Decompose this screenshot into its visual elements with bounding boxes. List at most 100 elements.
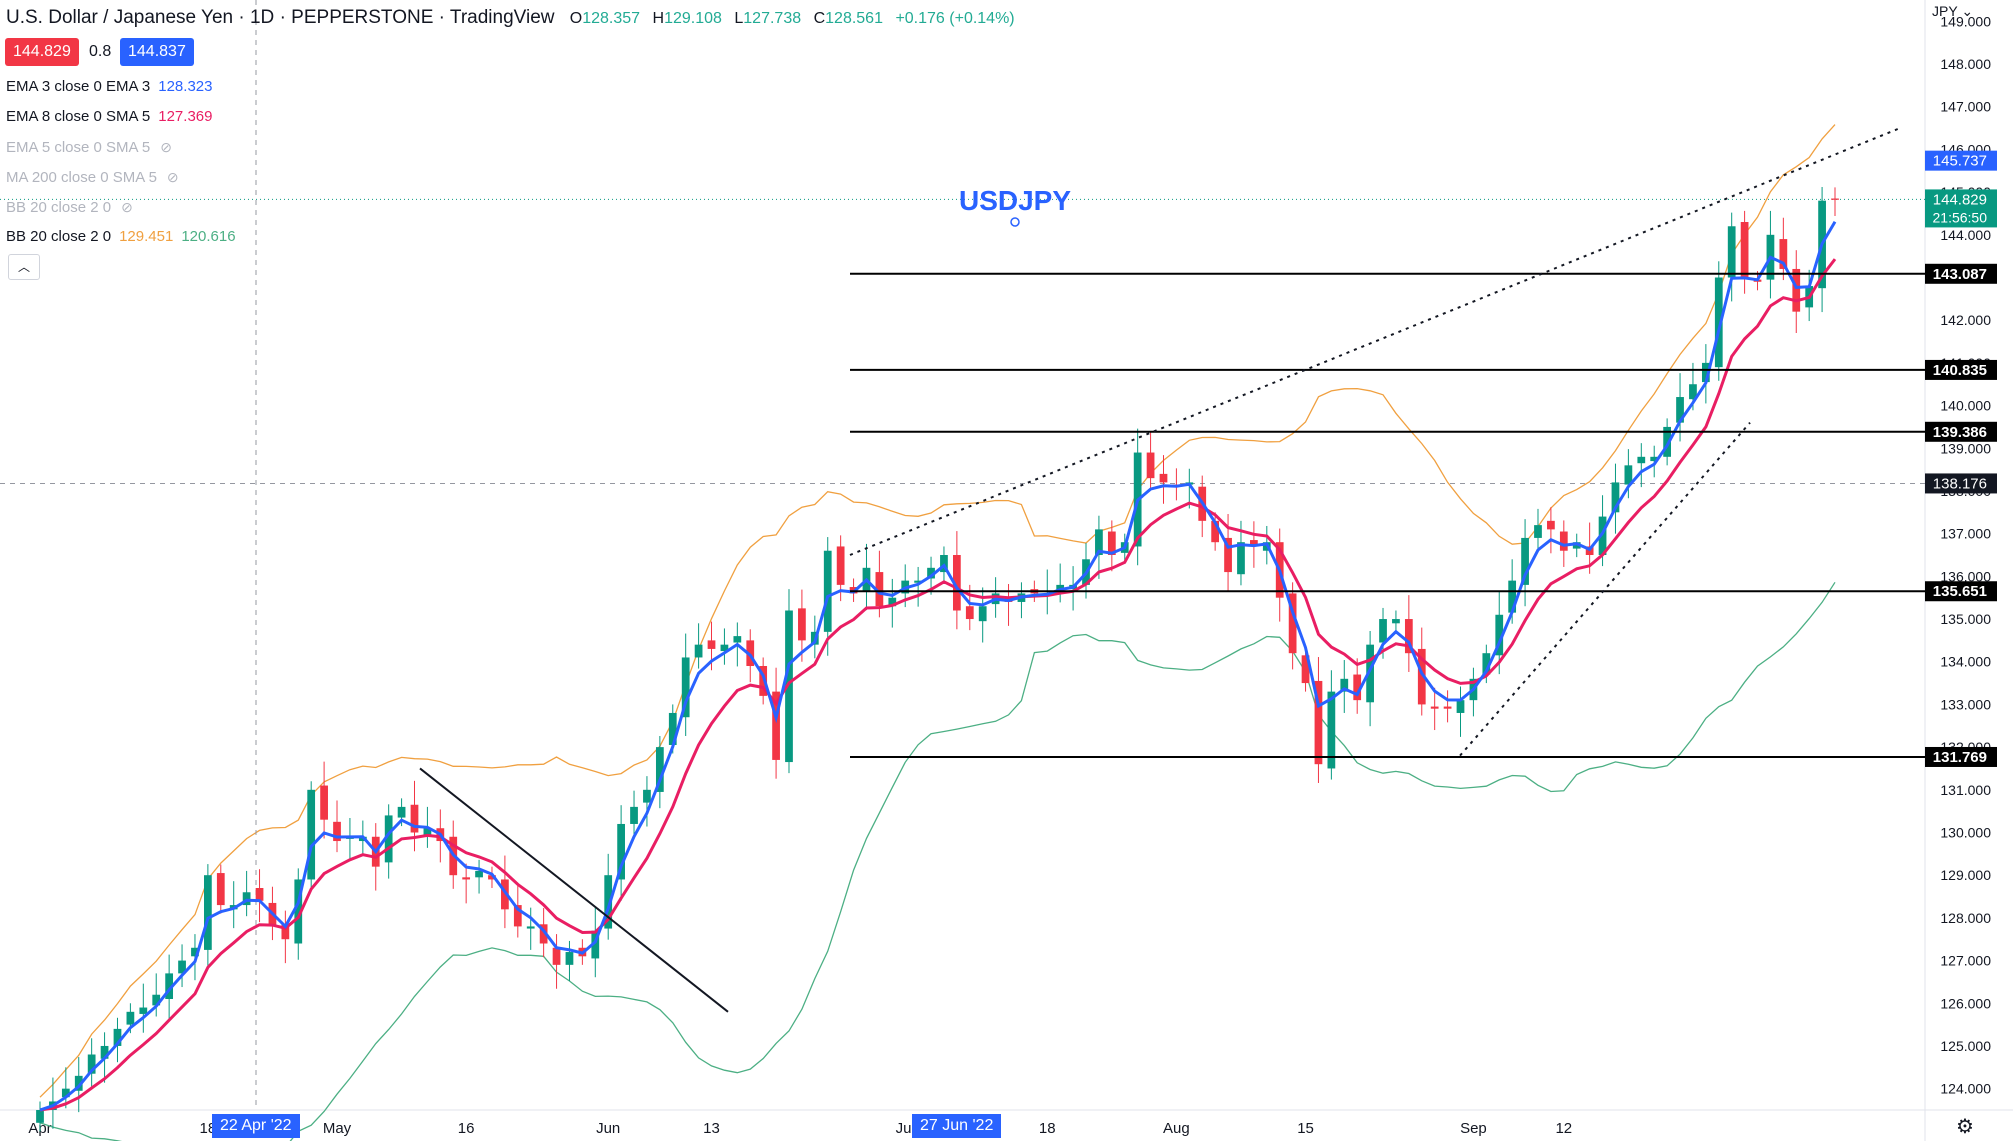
eye-hidden-icon[interactable]: ⊘ (166, 169, 179, 185)
candle (940, 555, 948, 573)
candle (681, 657, 690, 718)
candle (552, 947, 561, 965)
candle (475, 870, 483, 878)
candle (216, 873, 225, 906)
level-price-label: 131.769 (1933, 749, 1987, 766)
candle (1559, 531, 1568, 551)
candle (914, 580, 923, 583)
candle (488, 875, 496, 880)
candle (1482, 653, 1491, 675)
candle (823, 550, 832, 632)
candle (952, 555, 961, 611)
y-tick-label: 133.000 (1940, 696, 1991, 712)
candle (617, 823, 625, 880)
candle (604, 875, 613, 929)
x-tick-label: 18 (1039, 1120, 1056, 1137)
candle (333, 821, 341, 842)
candle (1637, 456, 1646, 464)
legend-label: EMA 5 close 0 SMA 5 (6, 139, 151, 156)
y-tick-label: 125.000 (1940, 1038, 1991, 1054)
candle (720, 644, 729, 652)
candle (1417, 648, 1426, 705)
legend-item[interactable]: BB 20 close 2 0 ⊘ (6, 198, 133, 217)
y-tick-label: 128.000 (1940, 910, 1991, 926)
level-price-badge (1925, 421, 1997, 442)
candle (746, 640, 755, 666)
candle (1404, 619, 1413, 654)
price-badge-label: 145.737 (1933, 153, 1987, 170)
candle (798, 608, 806, 641)
eye-hidden-icon[interactable]: ⊘ (121, 199, 133, 215)
x-tick-label: Jul (896, 1120, 915, 1137)
spread-value: 0.8 (89, 43, 112, 60)
bollinger-lower-line (39, 581, 1836, 1141)
legend-item[interactable]: EMA 8 close 0 SMA 5 127.369 (6, 108, 212, 126)
candle (1624, 465, 1633, 485)
candle (1534, 525, 1542, 538)
high-value: 129.108 (664, 10, 722, 27)
sell-price-button[interactable]: 144.829 (5, 38, 79, 66)
candle (113, 1028, 122, 1046)
candle (1676, 397, 1684, 423)
buy-price-button[interactable]: 144.837 (120, 38, 194, 66)
candle (733, 636, 742, 643)
candle (707, 640, 716, 649)
currency-selector[interactable]: JPY ⌄ (1932, 3, 1974, 19)
legend-item[interactable]: EMA 5 close 0 SMA 5 ⊘ (6, 138, 172, 157)
eye-hidden-icon[interactable]: ⊘ (160, 139, 172, 155)
y-tick-label: 127.000 (1940, 953, 1991, 969)
low-value: 127.738 (743, 10, 802, 27)
candle (1443, 706, 1452, 709)
change-value: +0.176 (+0.14%) (895, 10, 1015, 27)
candle (539, 924, 548, 944)
x-tick-label: Jun (596, 1120, 620, 1137)
candle (255, 888, 264, 901)
level-price-label: 135.651 (1933, 583, 1987, 600)
candle (139, 1007, 148, 1014)
bollinger-upper-line (39, 124, 1836, 1098)
candle (1379, 619, 1387, 643)
candle (1495, 614, 1504, 656)
candle (1547, 520, 1555, 530)
candle (888, 597, 897, 607)
candle (1224, 537, 1232, 573)
legend-item[interactable]: EMA 3 close 0 EMA 3 128.323 (6, 78, 212, 96)
legend-item[interactable]: MA 200 close 0 SMA 5 ⊘ (6, 168, 179, 187)
candle (36, 1110, 44, 1123)
candle (320, 785, 328, 820)
y-tick-label: 124.000 (1940, 1081, 1991, 1097)
x-tick-label: 16 (458, 1120, 475, 1137)
broker: PEPPERSTONE (291, 7, 434, 28)
candle (1107, 531, 1116, 555)
level-price-label: 140.835 (1933, 362, 1987, 379)
candle (1301, 655, 1310, 684)
candle (836, 546, 845, 585)
candle (1740, 222, 1749, 278)
legend-value: 120.616 (181, 228, 236, 245)
legend-label: EMA 8 close 0 SMA 5 (6, 108, 151, 125)
candle (1314, 680, 1323, 765)
title-anchor-dot (1010, 217, 1020, 227)
cursor-date-label: 27 Jun '22 (912, 1114, 1002, 1138)
y-tick-label: 139.000 (1940, 440, 1991, 456)
collapse-legend-button[interactable]: ︿ (8, 254, 40, 280)
platform: TradingView (449, 7, 555, 28)
candle (61, 1088, 70, 1098)
candle (643, 789, 651, 803)
candle (165, 973, 174, 999)
legend-label: EMA 3 close 0 EMA 3 (6, 78, 151, 95)
candle (978, 606, 987, 622)
candle (875, 572, 884, 607)
level-price-badge (1925, 359, 1997, 380)
candle (242, 892, 251, 906)
y-tick-label: 137.000 (1940, 526, 1991, 542)
candle (1598, 516, 1607, 555)
symbol-name[interactable]: U.S. Dollar / Japanese Yen (6, 7, 234, 28)
gear-icon[interactable]: ⚙ (1956, 1116, 1974, 1138)
interval[interactable]: 1D (249, 7, 275, 28)
candle (87, 1054, 96, 1074)
candle (204, 875, 212, 950)
legend-item[interactable]: BB 20 close 2 0 129.451 120.616 (6, 228, 236, 246)
upper-trendline (849, 127, 1901, 556)
